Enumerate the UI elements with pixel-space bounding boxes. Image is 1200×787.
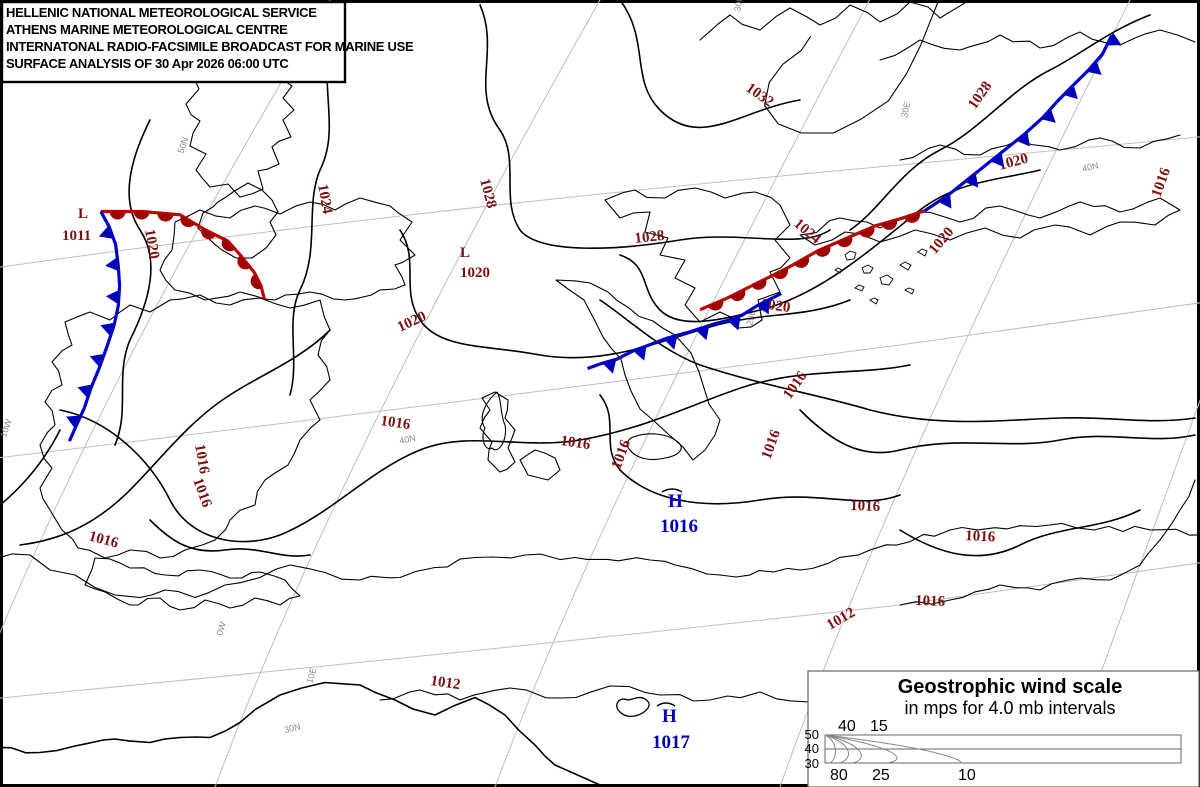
- svg-text:1016: 1016: [915, 593, 946, 610]
- svg-text:40: 40: [838, 718, 856, 735]
- svg-text:1017: 1017: [652, 732, 691, 753]
- svg-text:1020: 1020: [460, 265, 490, 281]
- svg-text:ATHENS MARINE METEOROLOGICAL C: ATHENS MARINE METEOROLOGICAL CENTRE: [6, 22, 288, 37]
- svg-text:INTERNATONAL RADIO-FACSIMILE B: INTERNATONAL RADIO-FACSIMILE BROADCAST F…: [6, 39, 414, 54]
- svg-text:10: 10: [958, 767, 976, 784]
- svg-text:30: 30: [805, 756, 819, 771]
- svg-text:40: 40: [805, 741, 819, 756]
- svg-text:15: 15: [870, 718, 888, 735]
- svg-text:Geostrophic wind scale: Geostrophic wind scale: [898, 676, 1123, 698]
- svg-text:H: H: [662, 706, 677, 727]
- svg-text:1028: 1028: [634, 228, 666, 247]
- svg-text:L: L: [78, 206, 88, 222]
- svg-text:H: H: [668, 491, 683, 512]
- svg-text:1016: 1016: [660, 516, 698, 537]
- svg-text:SURFACE ANALYSIS OF 30 Apr 202: SURFACE ANALYSIS OF 30 Apr 2026 06:00 UT…: [6, 56, 289, 71]
- svg-text:80: 80: [830, 767, 848, 784]
- svg-text:L: L: [460, 245, 470, 261]
- svg-text:1016: 1016: [965, 528, 996, 546]
- svg-text:1011: 1011: [62, 228, 91, 244]
- svg-text:in mps for 4.0 mb intervals: in mps for 4.0 mb intervals: [904, 698, 1115, 718]
- svg-text:50: 50: [805, 727, 819, 742]
- svg-text:1016: 1016: [850, 498, 881, 515]
- svg-text:HELLENIC NATIONAL METEOROLOGIC: HELLENIC NATIONAL METEOROLOGICAL SERVICE: [6, 5, 317, 20]
- svg-text:25: 25: [872, 767, 890, 784]
